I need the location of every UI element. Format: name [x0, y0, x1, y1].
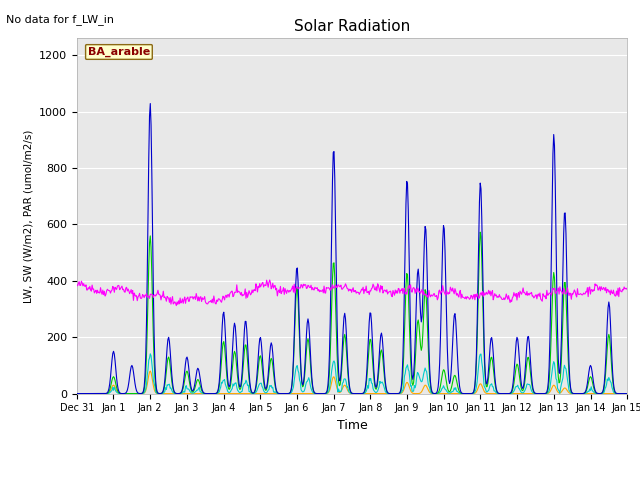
- Title: Solar Radiation: Solar Radiation: [294, 20, 410, 35]
- X-axis label: Time: Time: [337, 419, 367, 432]
- Text: BA_arable: BA_arable: [88, 47, 150, 57]
- Legend: LW_out, PAR_in, PAR_out, SW_in, SW_out: LW_out, PAR_in, PAR_out, SW_in, SW_out: [148, 475, 556, 480]
- Y-axis label: LW, SW (W/m2), PAR (umol/m2/s): LW, SW (W/m2), PAR (umol/m2/s): [24, 129, 33, 303]
- Text: No data for f_LW_in: No data for f_LW_in: [6, 14, 115, 25]
